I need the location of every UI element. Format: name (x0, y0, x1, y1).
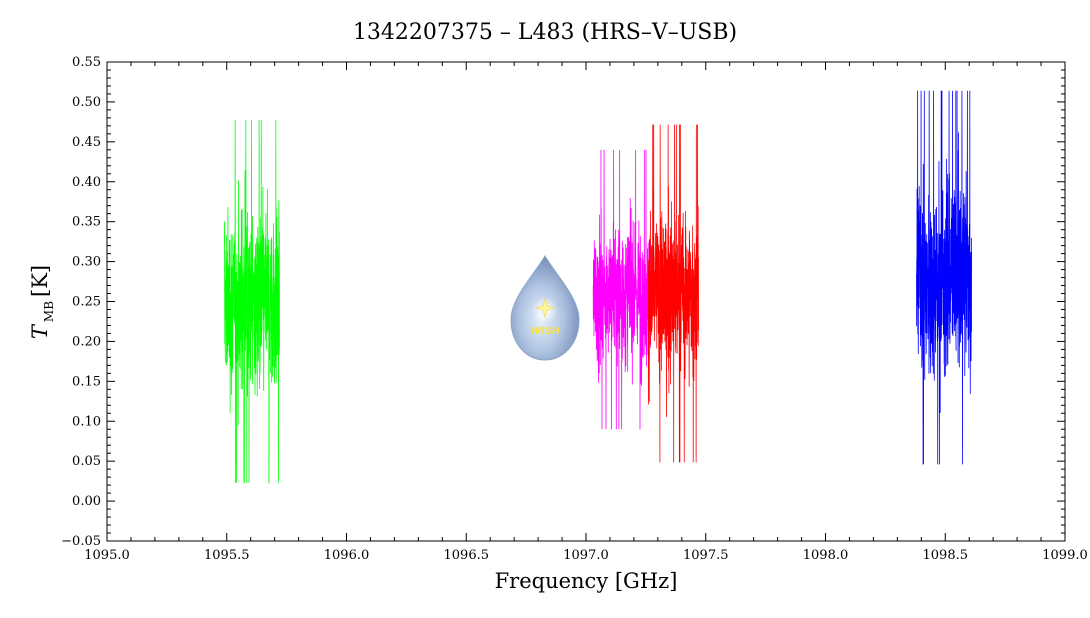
x-tick-label: 1098.0 (803, 548, 849, 563)
y-tick-label: 0.25 (72, 295, 101, 310)
x-tick-label: 1098.5 (923, 548, 969, 563)
y-tick-label: 0.05 (72, 454, 101, 469)
wish-logo: WISH (510, 255, 580, 361)
series-layer (223, 90, 972, 484)
y-tick-label: 0.55 (72, 55, 101, 70)
y-tick-label: 0.20 (72, 334, 101, 349)
y-tick-label: 0.50 (72, 95, 101, 110)
x-tick-label: 1095.5 (204, 548, 250, 563)
star-icon (534, 297, 556, 319)
ticks-layer (106, 61, 1066, 542)
chart-title: 1342207375 – L483 (HRS–V–USB) (353, 20, 737, 45)
y-tick-label: 0.40 (72, 175, 101, 190)
y-tick-label: 0.45 (72, 135, 101, 150)
y-axis-label-sub: MB (42, 301, 56, 322)
y-tick-label: 0.10 (72, 414, 101, 429)
y-axis-label-unit: [K] (28, 265, 52, 297)
x-tick-label: 1099.0 (1042, 548, 1088, 563)
y-tick-label: 0.00 (72, 494, 101, 509)
series-line-1 (223, 120, 280, 484)
svg-text:TMB[K]: TMB [K] (28, 265, 56, 339)
series-line-3 (647, 124, 699, 463)
x-tick-label: 1096.5 (444, 548, 490, 563)
series-line-2 (592, 149, 652, 430)
x-tick-label: 1097.5 (683, 548, 729, 563)
logo-text: WISH (530, 326, 561, 337)
y-tick-label: 0.15 (72, 374, 101, 389)
y-axis-label-main: T (28, 323, 52, 339)
x-tick-labels: 1095.0 1095.5 1096.0 1096.5 1097.0 1097.5 1098… (84, 548, 1088, 563)
x-tick-label: 1096.0 (324, 548, 370, 563)
x-axis-label: Frequency [GHz] (495, 569, 678, 593)
y-tick-label: −0.05 (61, 534, 101, 549)
series-line-4 (916, 90, 972, 465)
x-tick-label: 1097.0 (563, 548, 609, 563)
y-tick-labels: −0.05 0.00 0.05 0.10 0.15 0.20 0.25 0.30 0.35 0.4… (61, 55, 101, 549)
y-tick-label: 0.35 (72, 215, 101, 230)
x-tick-label: 1095.0 (84, 548, 130, 563)
y-tick-label: 0.30 (72, 255, 101, 270)
y-axis-label: TMB [K] (28, 265, 56, 339)
